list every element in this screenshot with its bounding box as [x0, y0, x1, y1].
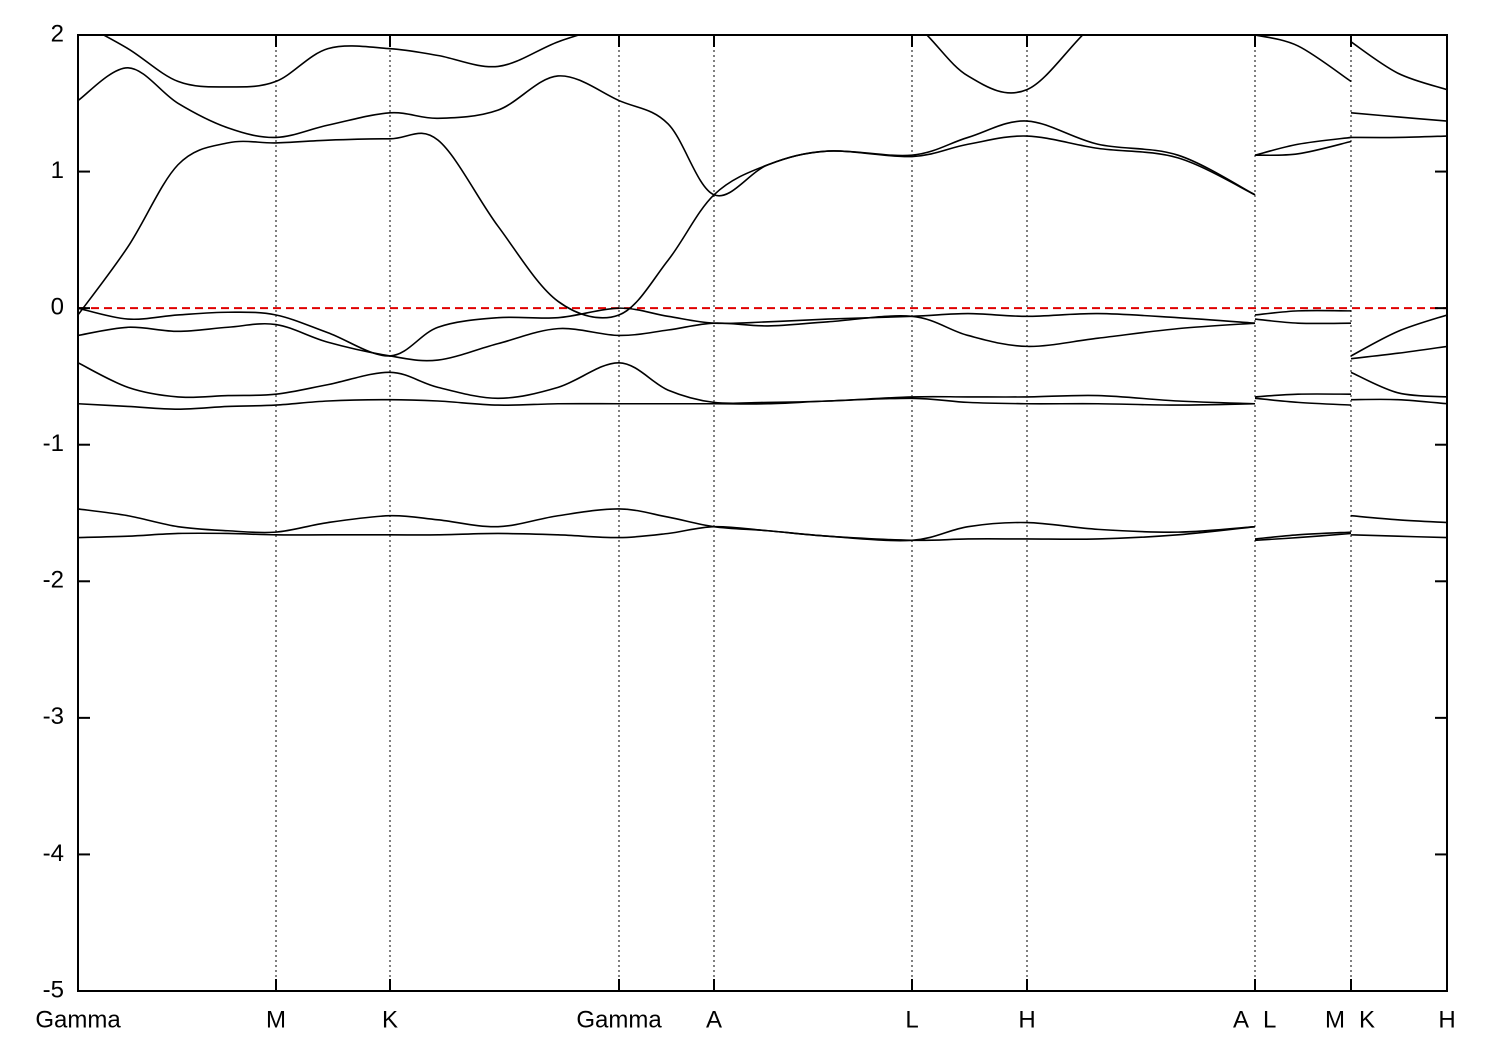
x-tick-label: H [1438, 1006, 1455, 1033]
y-tick-label: -1 [43, 430, 64, 457]
x-tick-label: L [905, 1006, 918, 1033]
x-tick-label: A [706, 1006, 722, 1033]
plot-area [78, 35, 1447, 991]
x-tick-label: M [266, 1006, 286, 1033]
x-tick-label: Gamma [35, 1006, 121, 1033]
band-line [78, 525, 1447, 542]
x-tick-label: L [1263, 1006, 1276, 1033]
y-tick-label: -3 [43, 703, 64, 730]
y-tick-label: -2 [43, 567, 64, 594]
band-line [78, 361, 1447, 405]
y-tick-label: -5 [43, 976, 64, 1003]
plot-frame [77, 34, 1448, 992]
x-tick-label: M [1325, 1006, 1345, 1033]
y-tick-label: -4 [43, 840, 64, 867]
band-line [78, 307, 1447, 357]
x-tick-label: H [1018, 1006, 1035, 1033]
band-line [78, 315, 1447, 362]
band-line [78, 66, 1447, 197]
x-tick-label: Gamma [576, 1006, 662, 1033]
band-line [78, 132, 1447, 319]
x-tick-label: K [1359, 1006, 1375, 1033]
y-tick-label: 1 [51, 157, 64, 184]
y-tick-label: 2 [51, 20, 64, 47]
band-line [78, 508, 1447, 542]
band-line [101, 35, 1447, 94]
x-tick-label: K [382, 1006, 398, 1033]
y-tick-label: 0 [51, 293, 64, 320]
band-line [78, 397, 1447, 411]
x-tick-label: A [1233, 1006, 1249, 1033]
